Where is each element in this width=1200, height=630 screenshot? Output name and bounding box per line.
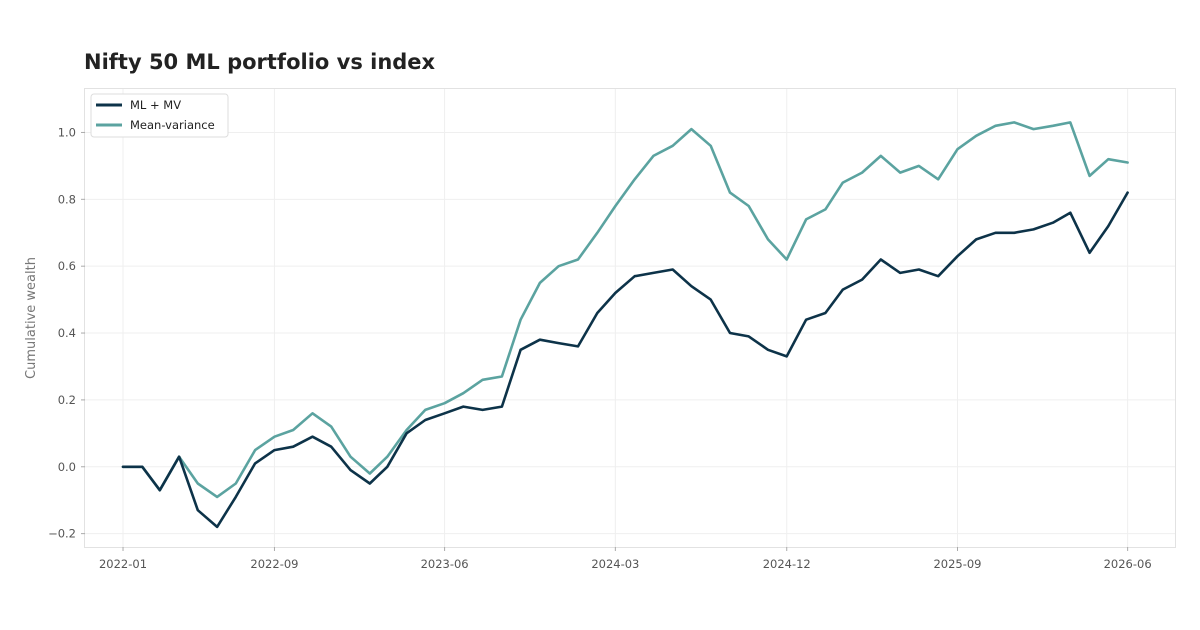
y-tick-label: −0.2: [48, 527, 76, 541]
y-tick-label: 0.8: [58, 192, 76, 206]
x-tick-label: 2022-09: [250, 557, 298, 571]
legend-label-ml-mv: ML + MV: [130, 98, 181, 112]
series-line-mean-variance: [121, 121, 1129, 499]
y-tick-label: 0.6: [58, 259, 76, 273]
series-line-ml-mv: [121, 191, 1129, 529]
x-tick-label: 2024-03: [591, 557, 639, 571]
x-tick-label: 2022-01: [99, 557, 147, 571]
x-tick-label: 2024-12: [763, 557, 811, 571]
legend: ML + MV Mean-variance: [90, 93, 229, 138]
y-tick-label: 0.0: [58, 460, 76, 474]
plot-area: [84, 88, 1176, 548]
y-tick-label: 1.0: [58, 125, 76, 139]
y-axis-label: Cumulative wealth: [24, 257, 39, 379]
x-tick-label: 2025-09: [933, 557, 981, 571]
y-tick-label: 0.2: [58, 393, 76, 407]
x-tick-label: 2026-06: [1104, 557, 1152, 571]
chart-title: Nifty 50 ML portfolio vs index: [84, 50, 436, 74]
x-tick-label: 2023-06: [421, 557, 469, 571]
legend-label-mean-variance: Mean-variance: [130, 118, 215, 132]
legend-box: [90, 93, 229, 138]
x-axis: 2022-01 2022-09 2023-06 2024-03 2024-12 2025-…: [99, 547, 1152, 571]
series-layer: [121, 121, 1129, 529]
y-axis: −0.2 0.0 0.2 0.4 0.6 0.8 1.0: [48, 125, 85, 541]
y-tick-label: 0.4: [58, 326, 76, 340]
grid: [85, 89, 1175, 547]
